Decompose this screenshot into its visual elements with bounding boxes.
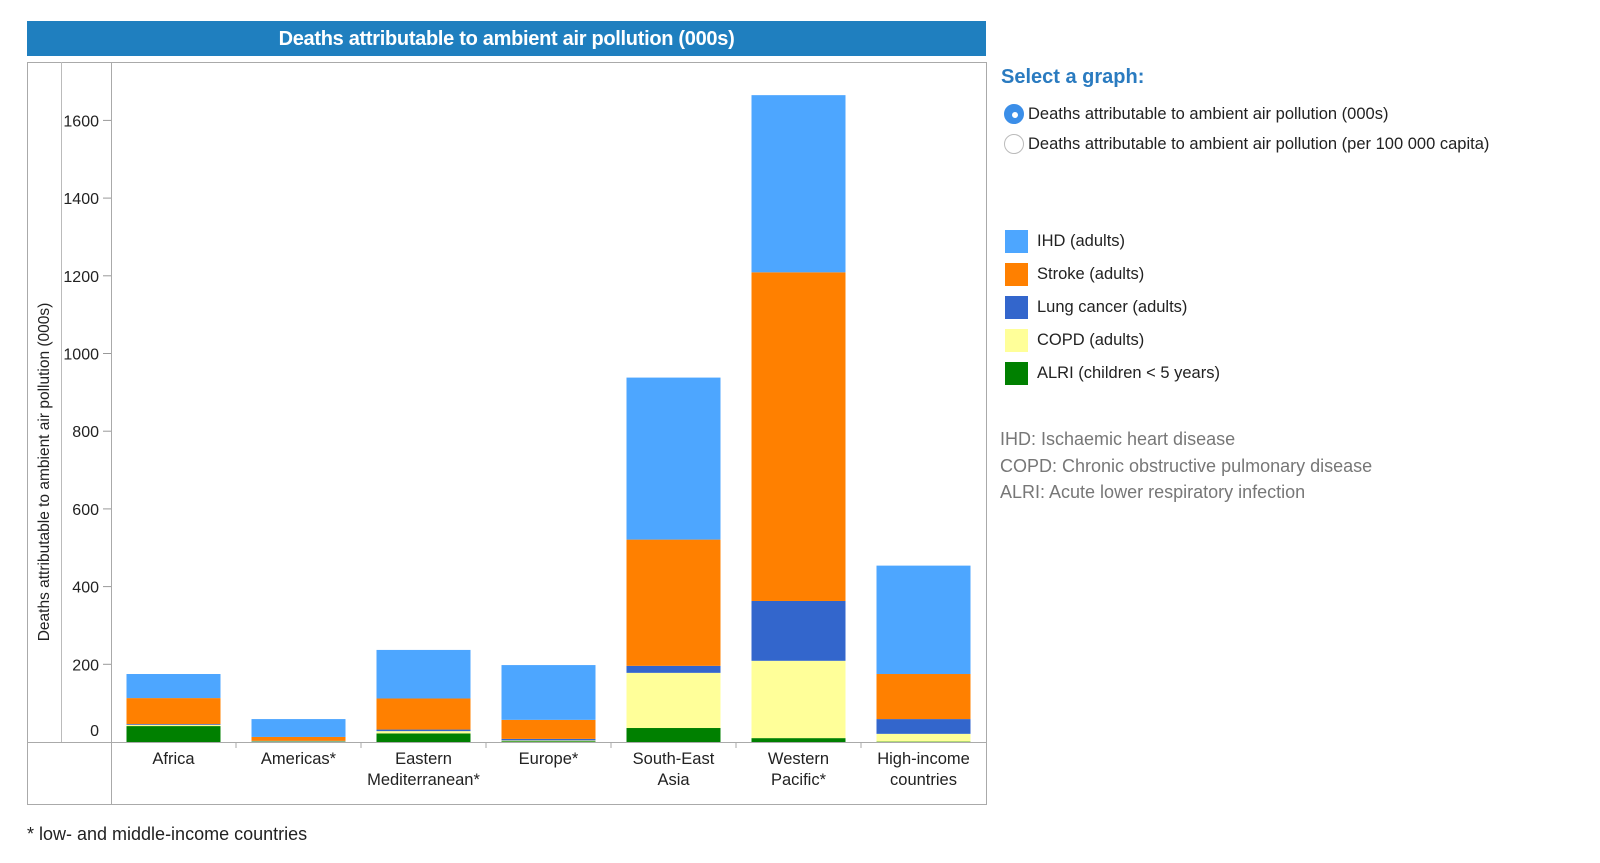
- bar-segment: [126, 726, 221, 742]
- bar-segment: [751, 272, 846, 601]
- legend: IHD (adults) Stroke (adults) Lung cancer (…: [1005, 225, 1220, 390]
- abbr-copd: COPD: Chronic obstructive pulmonary dise…: [1000, 455, 1373, 476]
- bar-segment: [876, 733, 971, 742]
- y-tick-label: 0: [90, 723, 99, 740]
- bar-segment: [751, 95, 846, 273]
- y-tick-label: 800: [72, 424, 99, 441]
- x-tick-label: Africa: [152, 750, 195, 768]
- bar-segment: [876, 565, 971, 675]
- bar-segment: [501, 665, 596, 720]
- y-tick-label: 400: [72, 580, 99, 597]
- legend-item: Stroke (adults): [1005, 258, 1220, 291]
- bar-segment: [626, 728, 721, 742]
- radio-label: Deaths attributable to ambient air pollu…: [1028, 104, 1389, 123]
- bar-segment: [751, 738, 846, 742]
- bar-segment: [126, 698, 221, 725]
- x-tick-label: Eastern: [395, 750, 452, 768]
- legend-item: COPD (adults): [1005, 324, 1220, 357]
- bar-segment: [501, 719, 596, 739]
- bar-segment: [626, 665, 721, 673]
- legend-item: ALRI (children < 5 years): [1005, 357, 1220, 390]
- bar-segment: [376, 731, 471, 734]
- legend-item: Lung cancer (adults): [1005, 291, 1220, 324]
- abbr-ihd: IHD: Ischaemic heart disease: [1000, 429, 1236, 449]
- x-tick-label: countries: [890, 771, 957, 789]
- bar-segment: [626, 539, 721, 666]
- bar-segment: [376, 698, 471, 730]
- radio-option-per-capita[interactable]: Deaths attributable to ambient air pollu…: [1000, 129, 1489, 159]
- bar-segment: [126, 724, 221, 727]
- y-tick-label: 1000: [63, 347, 99, 364]
- chart-frame: [27, 62, 987, 805]
- legend-swatch: [1005, 329, 1028, 352]
- bar-segment: [376, 729, 471, 732]
- bar-segment: [376, 649, 471, 699]
- bar-segment: [876, 719, 971, 734]
- bar-segment: [626, 672, 721, 729]
- abbr-alri: ALRI: Acute lower respiratory infection: [1000, 482, 1306, 502]
- legend-swatch: [1005, 296, 1028, 319]
- bar-segment: [251, 736, 346, 741]
- x-tick-label: Pacific*: [771, 771, 827, 789]
- footnote: * low- and middle-income countries: [27, 824, 308, 844]
- bar-segment: [501, 738, 596, 741]
- legend-label: IHD (adults): [1037, 232, 1126, 250]
- bar-segment: [626, 377, 721, 540]
- bar-segment: [126, 724, 221, 725]
- bar-segment: [501, 741, 596, 742]
- chart-title: Deaths attributable to ambient air pollu…: [27, 21, 986, 56]
- x-tick-label: Europe*: [519, 750, 579, 768]
- radio-option-absolute[interactable]: Deaths attributable to ambient air pollu…: [1000, 99, 1489, 129]
- radio-button[interactable]: [1004, 104, 1024, 124]
- legend-label: Stroke (adults): [1037, 265, 1145, 283]
- legend-swatch: [1005, 230, 1028, 253]
- radio-button[interactable]: [1004, 134, 1024, 154]
- bar-segment: [501, 740, 596, 742]
- bar-segment: [376, 733, 471, 742]
- bar-segment: [251, 719, 346, 737]
- x-tick-label: Western: [768, 750, 829, 768]
- y-tick-label: 600: [72, 502, 99, 519]
- y-tick-label: 1600: [63, 113, 99, 130]
- x-tick-label: Asia: [657, 771, 690, 789]
- y-tick-label: 1400: [63, 191, 99, 208]
- bar-segment: [751, 660, 846, 739]
- y-tick-label: 1200: [63, 269, 99, 286]
- bar-segment: [751, 600, 846, 661]
- legend-label: Lung cancer (adults): [1037, 298, 1188, 316]
- x-tick-label: Mediterranean*: [367, 771, 480, 789]
- legend-swatch: [1005, 362, 1028, 385]
- x-tick-label: South-East: [633, 750, 715, 768]
- x-tick-label: High-income: [877, 750, 970, 768]
- legend-swatch: [1005, 263, 1028, 286]
- x-tick-label: Americas*: [261, 750, 337, 768]
- bar-segment: [876, 674, 971, 720]
- y-axis-label: Deaths attributable to ambient air pollu…: [36, 303, 53, 642]
- select-graph-title: Select a graph:: [1001, 66, 1145, 88]
- abbreviations: IHD: Ischaemic heart disease COPD: Chron…: [1000, 426, 1372, 506]
- legend-item: IHD (adults): [1005, 225, 1220, 258]
- bar-segment: [126, 674, 221, 699]
- radio-label: Deaths attributable to ambient air pollu…: [1028, 134, 1490, 153]
- legend-label: ALRI (children < 5 years): [1037, 364, 1220, 382]
- chart-svg: Deaths attributable to ambient air pollu…: [27, 62, 987, 805]
- y-tick-label: 200: [72, 657, 99, 674]
- legend-label: COPD (adults): [1037, 331, 1145, 349]
- graph-selector: Select a graph: Deaths attributable to a…: [1000, 66, 1489, 159]
